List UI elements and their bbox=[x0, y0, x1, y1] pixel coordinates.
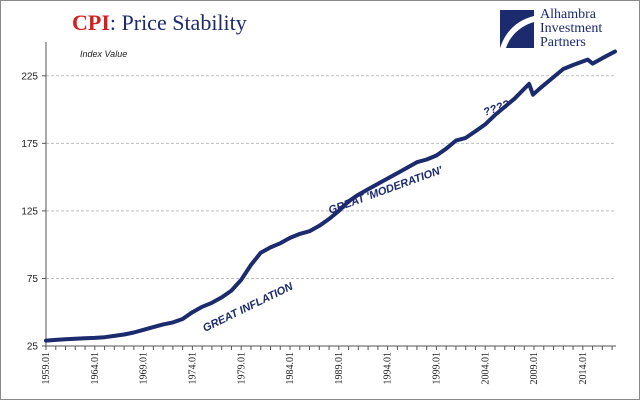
annotation-great-moderation: GREAT 'MODERATION' bbox=[327, 164, 445, 217]
axes bbox=[42, 42, 616, 350]
annotation-great-inflation: GREAT INFLATION bbox=[201, 280, 296, 334]
chart-title: CPI: Price Stability bbox=[72, 10, 247, 36]
x-tick-label: 1979.01 bbox=[236, 352, 247, 385]
x-tick-labels: 1959.01 1964.01 1969.01 1974.01 1979.01 1984.… bbox=[41, 352, 589, 385]
x-tick-label: 1994.01 bbox=[383, 352, 394, 385]
series-layer bbox=[44, 49, 617, 343]
series-line-cpi bbox=[44, 49, 617, 343]
logo-line-3: Partners bbox=[540, 35, 586, 50]
x-tick-label: 1969.01 bbox=[139, 352, 150, 385]
company-logo: Alhambra Investment Partners bbox=[500, 8, 640, 58]
y-tick-label: 225 bbox=[21, 71, 38, 82]
y-tick-label: 125 bbox=[21, 206, 38, 217]
logo-line-2: Investment bbox=[540, 21, 603, 36]
x-tick-label: 1999.01 bbox=[432, 352, 443, 385]
logo-text: Alhambra Investment Partners bbox=[540, 8, 602, 50]
x-tick-label: 1959.01 bbox=[41, 352, 52, 385]
y-tick-label: 75 bbox=[27, 274, 39, 285]
title-rest: : Price Stability bbox=[109, 10, 247, 35]
title-prefix: CPI bbox=[72, 10, 110, 35]
x-tick-label: 1989.01 bbox=[334, 352, 345, 385]
y-tick-label: 25 bbox=[27, 342, 39, 353]
x-tick-label: 1974.01 bbox=[188, 352, 199, 385]
x-tick-label: 1984.01 bbox=[285, 352, 296, 385]
grid-lines bbox=[46, 75, 616, 279]
y-tick-labels: 25 75 125 175 225 bbox=[21, 71, 38, 352]
y-axis-label: Index Value bbox=[80, 49, 127, 59]
x-tick-label: 2009.01 bbox=[529, 352, 540, 385]
logo-mark-icon bbox=[500, 10, 534, 48]
x-tick-label: 1964.01 bbox=[90, 352, 101, 385]
x-tick-label: 2014.01 bbox=[578, 352, 589, 385]
logo-line-1: Alhambra bbox=[540, 7, 596, 22]
x-tick-label: 2004.01 bbox=[480, 352, 491, 385]
y-tick-label: 175 bbox=[21, 139, 38, 150]
